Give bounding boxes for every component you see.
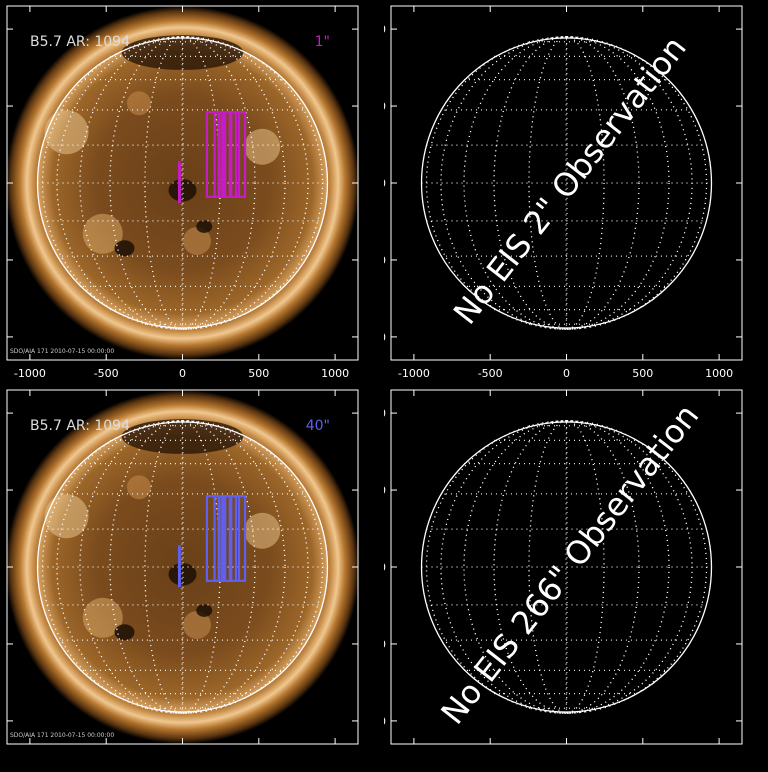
slit-width-label: 40" xyxy=(306,418,330,434)
x-tick-label: 1000 xyxy=(321,367,349,380)
flare-ar-label: B5.7 AR: 1094 xyxy=(30,34,130,50)
solar-image-panel: B5.7 AR: 1094 40" SDO/AIA 171 2010-07-15 0… xyxy=(6,389,359,745)
y-tick-label: -500 xyxy=(384,638,386,651)
image-footer: SDO/AIA 171 2010-07-15 00:00:00 xyxy=(10,348,114,355)
x-tick-label: -1000 xyxy=(398,367,430,380)
x-tick-label: -500 xyxy=(478,367,503,380)
slit-width-label: 1" xyxy=(315,34,330,50)
axes xyxy=(6,389,359,745)
y-tick-label: 0 xyxy=(384,177,386,190)
y-tick-label: 1000 xyxy=(384,23,386,36)
x-tick-label: 1000 xyxy=(705,367,733,380)
x-tick-label: 500 xyxy=(632,367,653,380)
x-tick-label: -1000 xyxy=(14,367,46,380)
y-tick-label: 1000 xyxy=(384,407,386,420)
y-tick-label: 0 xyxy=(384,561,386,574)
raster-box xyxy=(222,495,233,582)
raster-box xyxy=(222,111,233,198)
eis-raster-boxes xyxy=(177,111,247,204)
y-tick-label: 500 xyxy=(384,484,386,497)
raster-box xyxy=(234,111,247,198)
lat-lon-grid xyxy=(421,420,712,714)
image-footer: SDO/AIA 171 2010-07-15 00:00:00 xyxy=(10,732,114,739)
panel-bottom-left: B5.7 AR: 1094 40" SDO/AIA 171 2010-07-15 0… xyxy=(0,384,384,768)
x-tick-label: 500 xyxy=(248,367,269,380)
panel-top-left: -1000 -500 0 500 1000 B5.7 AR: 1094 1" SDO/AIA … xyxy=(0,0,384,384)
x-tick-label: -500 xyxy=(94,367,119,380)
flare-ar-label: B5.7 AR: 1094 xyxy=(30,418,130,434)
solar-limb xyxy=(36,37,329,329)
solar-image-panel: -1000 -500 0 500 1000 B5.7 AR: 1094 1" SDO/AIA … xyxy=(6,5,359,380)
y-tick-label: -500 xyxy=(384,254,386,267)
raster-box xyxy=(234,495,247,582)
y-tick-label: -1000 xyxy=(384,715,386,728)
axes: -1000 -500 0 500 1000 xyxy=(6,5,359,380)
x-tick-label: 0 xyxy=(179,367,186,380)
y-tick-label: 500 xyxy=(384,100,386,113)
eis-raster-boxes xyxy=(177,495,247,588)
solar-limb xyxy=(36,421,329,713)
solar-limb xyxy=(420,421,713,713)
solar-limb xyxy=(420,37,713,329)
raster-box xyxy=(228,495,241,582)
y-tick-label: -1000 xyxy=(384,331,386,344)
raster-box xyxy=(228,111,241,198)
x-tick-label: 0 xyxy=(563,367,570,380)
